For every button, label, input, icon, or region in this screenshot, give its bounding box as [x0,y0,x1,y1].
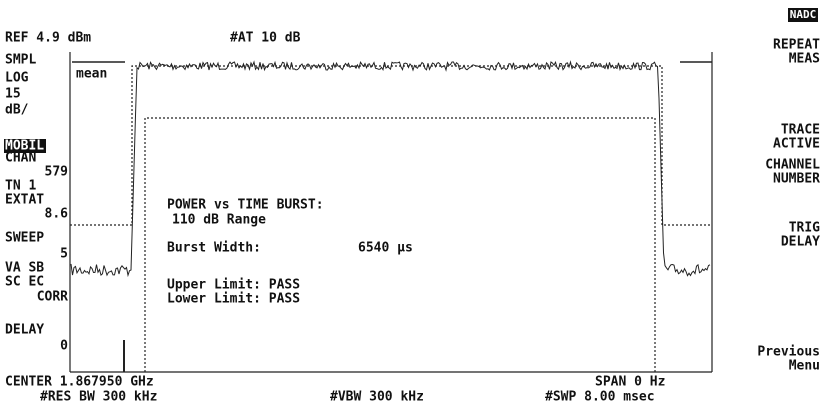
upper-limit: Upper Limit: PASS [167,278,300,293]
softkey-label: MEAS [789,52,820,67]
meas-title: POWER vs TIME BURST: [167,198,324,213]
softkey-label: Menu [789,359,820,374]
ref-level: REF 4.9 dBm [5,31,91,46]
spacer [68,120,148,121]
meas-range: 110 dB Range [172,213,266,228]
annotation: MOBIL [5,139,44,154]
softkey-label: Previous [757,345,820,360]
annotation: CORR [37,290,68,305]
badge [4,139,46,153]
annotation: TN 1 [5,179,36,194]
annotation: SMPL [5,53,36,68]
lower-limit: Lower Limit: PASS [167,292,300,307]
softkey-label: CHANNEL [765,158,820,173]
softkey-label: TRACE [781,123,820,138]
trace-label: mean [76,67,107,82]
softkey-label: REPEAT [773,38,820,53]
span: SPAN 0 Hz [595,375,665,390]
burst-width-value: 6540 µs [358,241,413,256]
vbw: #VBW 300 kHz [330,390,424,405]
softkey-label: NUMBER [773,172,820,187]
graticule [69,52,713,373]
softkey-label: DELAY [781,235,820,250]
softkey-label: TRIG [789,221,820,236]
annotation: 0 [60,339,68,354]
lower-limit-mask [144,117,656,372]
annotation: 8.6 [45,207,69,222]
annotation: 5 [60,247,68,262]
mode: NADC [790,8,817,21]
annotation: 15 [5,87,21,102]
burst-width-label: Burst Width: [167,241,261,256]
sweep-time: #SWP 8.00 msec [545,390,655,405]
annotation: SWEEP [5,231,44,246]
res-bw: #RES BW 300 kHz [40,390,157,405]
annotation: 579 [45,165,68,180]
annotation: dB/ [5,103,29,118]
annotation: CHAN [5,151,36,166]
attenuation: #AT 10 dB [230,31,301,46]
annotation: SC EC [5,275,44,290]
center-freq: CENTER 1.867950 GHz [5,375,154,390]
upper-limit-mask [70,65,712,226]
annotation: EXTAT [5,193,44,208]
trace [70,60,711,278]
annotation: DELAY [5,323,44,338]
annotation: LOG [5,71,29,86]
mode-badge [788,8,818,22]
annotation: VA SB [5,261,44,276]
softkey-label: ACTIVE [773,137,820,152]
